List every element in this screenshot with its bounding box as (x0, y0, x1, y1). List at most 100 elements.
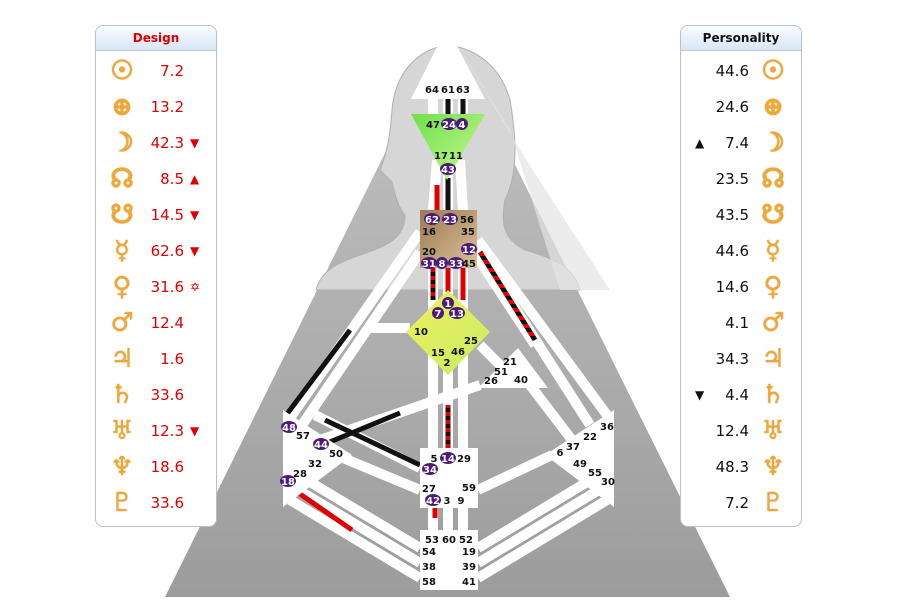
design-sun-value: 7.2 (160, 62, 184, 80)
design-moon-value: 42.3 (150, 134, 184, 152)
design-south-node-marker: ▼ (190, 208, 200, 222)
solar-plexus-center (545, 410, 614, 507)
personality-header: Personality (681, 26, 801, 51)
personality-row-north-node: ☊ 23.5 (681, 161, 801, 197)
personality-sun-value: 44.6 (715, 62, 749, 80)
gate-31: 31 (422, 259, 436, 270)
gate-58: 58 (422, 577, 436, 588)
gate-37: 37 (566, 442, 580, 453)
personality-north-node-value: 23.5 (715, 170, 749, 188)
gate-50: 50 (329, 449, 343, 460)
design-venus-marker: ✡ (190, 280, 201, 294)
gate-32: 32 (308, 459, 322, 470)
gate-25: 25 (464, 336, 478, 347)
personality-mars-value: 4.1 (725, 314, 749, 332)
gate-labels: 64 61 63 47 24 4 17 11 43 62 23 56 16 35… (281, 85, 615, 588)
earth-icon: ⊕ (111, 92, 133, 122)
gate-1: 1 (445, 299, 452, 310)
gate-53: 53 (425, 535, 439, 546)
personality-row-moon: ☽ 7.4 ▲ (681, 125, 801, 161)
gate-6: 6 (557, 448, 564, 459)
gate-47: 47 (426, 120, 440, 131)
gate-40: 40 (514, 375, 528, 386)
activated-gate-markers (280, 118, 477, 506)
personality-moon-marker: ▲ (695, 136, 705, 150)
spleen-center (283, 410, 352, 507)
design-north-node-marker: ▲ (190, 172, 200, 186)
design-south-node-value: 14.5 (150, 206, 184, 224)
design-uranus-marker: ▼ (190, 424, 200, 438)
gate-22: 22 (583, 432, 597, 443)
personality-neptune-value: 48.3 (715, 458, 749, 476)
gate-64: 64 (425, 85, 439, 96)
gate-54: 54 (422, 547, 436, 558)
throat-center (420, 210, 477, 268)
gate-59: 59 (462, 483, 476, 494)
design-panel: Design ☉ 7.2 ⊕ 13.2 ☽ 42.3 ▼ ☊ 8.5 ▲ ☋ 14.5 ▼ ☿ 62.6 ▼ ♀… (95, 25, 217, 527)
personality-pluto-value: 7.2 (725, 494, 749, 512)
neptune-icon: ♆ (761, 452, 785, 482)
gate-15: 15 (431, 348, 445, 359)
design-uranus-value: 12.3 (150, 422, 184, 440)
sacral-center (420, 448, 478, 508)
gate-52: 52 (459, 535, 473, 546)
pluto-icon: ♇ (110, 488, 134, 518)
gate-28: 28 (293, 469, 307, 480)
design-row-south-node: ☋ 14.5 ▼ (96, 197, 216, 233)
design-moon-marker: ▼ (190, 136, 200, 150)
personality-row-uranus: ♅ 12.4 (681, 413, 801, 449)
gate-36: 36 (600, 422, 614, 433)
mars-icon: ♂ (761, 308, 785, 338)
venus-icon: ♀ (763, 272, 783, 302)
personality-row-saturn: ♄ 4.4 ▼ (681, 377, 801, 413)
design-pluto-value: 33.6 (150, 494, 184, 512)
gate-33: 33 (449, 259, 463, 270)
mercury-icon: ☿ (765, 236, 781, 266)
gate-57: 57 (296, 431, 310, 442)
gate-10: 10 (414, 327, 428, 338)
gate-14: 14 (441, 454, 455, 465)
gate-7: 7 (435, 309, 442, 320)
gate-24: 24 (442, 120, 456, 131)
sun-icon: ☉ (761, 56, 785, 86)
design-earth-value: 13.2 (150, 98, 184, 116)
personality-row-earth: ⊕ 24.6 (681, 89, 801, 125)
design-row-moon: ☽ 42.3 ▼ (96, 125, 216, 161)
gate-20: 20 (422, 247, 436, 258)
design-row-mercury: ☿ 62.6 ▼ (96, 233, 216, 269)
personality-panel: Personality ☉ 44.6 ⊕ 24.6 ☽ 7.4 ▲ ☊ 23.5 ☋ 43.5 ☿ 44… (680, 25, 802, 527)
gate-30: 30 (601, 477, 615, 488)
gate-56: 56 (460, 215, 474, 226)
root-center (420, 530, 478, 590)
personality-south-node-value: 43.5 (715, 206, 749, 224)
gate-51: 51 (494, 367, 508, 378)
gate-55: 55 (588, 468, 602, 479)
design-mars-value: 12.4 (150, 314, 184, 332)
gate-19: 19 (462, 547, 476, 558)
personality-venus-value: 14.6 (715, 278, 749, 296)
jupiter-icon: ♃ (110, 344, 134, 374)
personality-row-south-node: ☋ 43.5 (681, 197, 801, 233)
design-north-node-value: 8.5 (160, 170, 184, 188)
gate-35: 35 (461, 227, 475, 238)
gate-26: 26 (484, 376, 498, 387)
sun-icon: ☉ (110, 56, 134, 86)
gate-34: 34 (423, 465, 437, 476)
gate-49: 49 (573, 459, 587, 470)
design-row-uranus: ♅ 12.3 ▼ (96, 413, 216, 449)
uranus-icon: ♅ (761, 416, 785, 446)
gate-41: 41 (462, 577, 476, 588)
gate-13: 13 (450, 309, 464, 320)
design-saturn-value: 33.6 (150, 386, 184, 404)
background-triangle (165, 28, 730, 597)
personality-row-mars: ♂ 4.1 (681, 305, 801, 341)
personality-mercury-value: 44.6 (715, 242, 749, 260)
gate-27: 27 (422, 484, 436, 495)
gate-2: 2 (444, 358, 451, 369)
north-node-icon: ☊ (110, 164, 134, 194)
gate-44: 44 (314, 440, 328, 451)
neptune-icon: ♆ (110, 452, 134, 482)
gate-17: 17 (434, 151, 448, 162)
jupiter-icon: ♃ (761, 344, 785, 374)
g-center (406, 290, 490, 375)
